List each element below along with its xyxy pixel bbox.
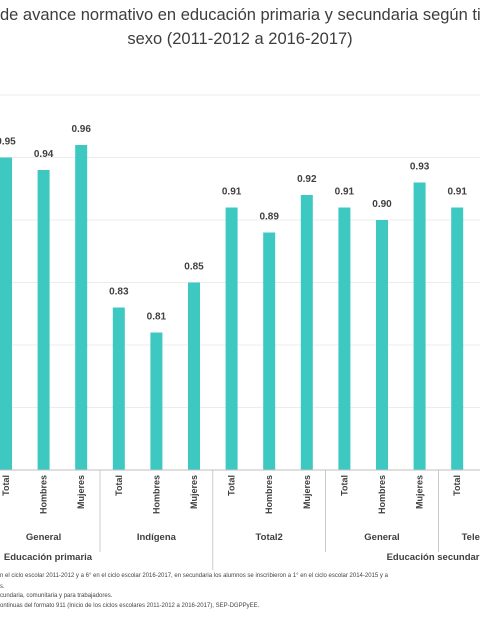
data-label: 0.91: [222, 187, 242, 198]
bar: [263, 232, 276, 470]
bar: [112, 307, 125, 470]
category-label: Mujeres: [302, 475, 312, 509]
category-label: Hombres: [377, 475, 387, 514]
footnote-1: n el ciclo escolar 2011-2012 y a 6° en e…: [0, 573, 388, 579]
bar: [150, 332, 163, 470]
data-label: 0.90: [372, 199, 392, 210]
category-label: Total: [227, 475, 237, 496]
data-label: 0.95: [0, 137, 16, 148]
level-label: Educación primaria: [4, 552, 93, 563]
bar: [188, 282, 200, 470]
footnote-4: ontinuas del formato 911 (Inicio de los …: [0, 603, 260, 609]
chart-title-line-1: de avance normativo en educación primari…: [0, 6, 480, 24]
category-label: Total: [1, 475, 11, 496]
bar: [338, 207, 351, 470]
bar: [413, 182, 426, 470]
group-label: Indígena: [137, 532, 177, 543]
bar: [0, 157, 12, 470]
data-label: 0.92: [297, 174, 317, 185]
category-label: Total: [452, 475, 462, 496]
bar: [376, 220, 388, 470]
category-label: Hombres: [151, 475, 161, 514]
category-label: Mujeres: [415, 475, 425, 509]
level-label: Educación secundaria: [387, 552, 480, 563]
bar-chart: 0.95 0.94 0.96 0.83 0.81 0.85 0.91 0.89 0.92 0.91…: [0, 94, 480, 570]
bar: [451, 207, 464, 470]
data-label: 0.83: [109, 287, 129, 298]
group-label: Telese: [462, 532, 480, 543]
bar: [225, 207, 238, 470]
data-label: 0.91: [335, 187, 355, 198]
category-label: Mujeres: [76, 475, 86, 509]
group-label: General: [364, 532, 399, 543]
data-label: 0.89: [259, 212, 279, 223]
category-label: Total: [339, 475, 349, 496]
category-label: Total: [114, 475, 124, 496]
bar: [300, 195, 313, 470]
footnote-3: cundaria, comunitaria y para trabajadore…: [0, 593, 113, 599]
data-label: 0.93: [410, 162, 430, 173]
data-label: 0.91: [447, 187, 467, 198]
category-label: Mujeres: [189, 475, 199, 509]
data-label: 0.81: [147, 312, 167, 323]
category-label: Hombres: [264, 475, 274, 514]
category-label: Hombres: [39, 475, 49, 514]
data-label: 0.85: [184, 262, 204, 273]
bar: [37, 170, 50, 470]
data-label: 0.94: [34, 149, 54, 160]
footnote-2: s.: [0, 584, 5, 590]
group-label: Total2: [256, 532, 283, 543]
group-label: General: [26, 532, 61, 543]
bar: [75, 145, 88, 470]
data-label: 0.96: [71, 124, 91, 135]
chart-title-line-2: sexo (2011-2012 a 2016-2017): [127, 30, 353, 48]
